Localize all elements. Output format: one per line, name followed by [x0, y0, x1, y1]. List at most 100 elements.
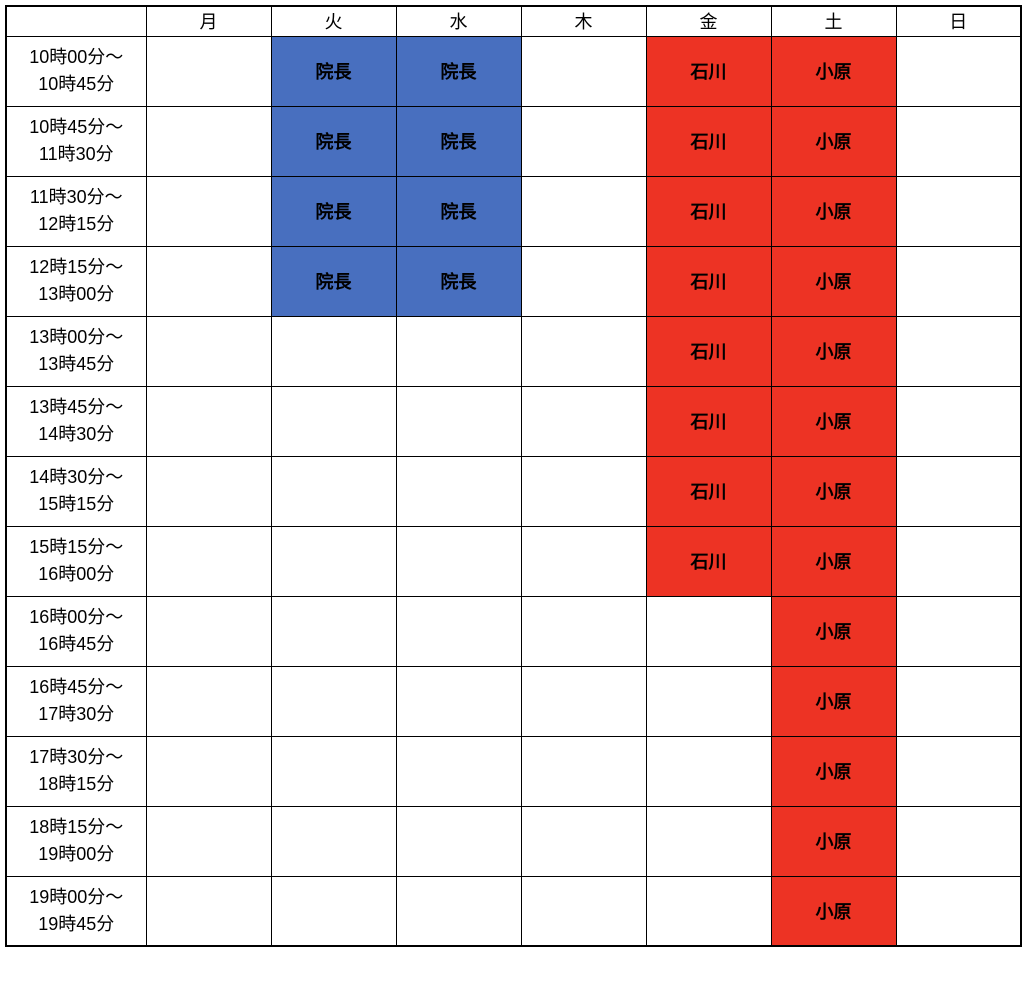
schedule-cell [396, 456, 521, 526]
table-row: 13時00分～13時45分 石川小原 [6, 316, 1021, 386]
schedule-cell: 小原 [771, 736, 896, 806]
schedule-cell: 院長 [271, 106, 396, 176]
table-body: 10時00分～10時45分院長院長石川小原10時45分～11時30分院長院長石川… [6, 36, 1021, 946]
schedule-cell [396, 386, 521, 456]
schedule-cell: 院長 [396, 246, 521, 316]
schedule-cell [521, 526, 646, 596]
time-slot-cell: 14時30分～15時15分 [6, 456, 146, 526]
schedule-cell: 院長 [396, 176, 521, 246]
table-row: 19時00分～19時45分 小原 [6, 876, 1021, 946]
schedule-cell [396, 736, 521, 806]
schedule-cell [521, 666, 646, 736]
table-row: 12時15分～13時00分院長院長石川小原 [6, 246, 1021, 316]
schedule-cell: 院長 [396, 36, 521, 106]
schedule-cell: 小原 [771, 316, 896, 386]
schedule-cell: 小原 [771, 806, 896, 876]
table-row: 16時00分～16時45分 小原 [6, 596, 1021, 666]
schedule-cell [896, 736, 1021, 806]
schedule-cell [271, 666, 396, 736]
table-row: 17時30分～18時15分小原 [6, 736, 1021, 806]
schedule-cell [146, 666, 271, 736]
schedule-cell: 小原 [771, 386, 896, 456]
schedule-cell [896, 596, 1021, 666]
schedule-cell [521, 876, 646, 946]
time-slot-cell: 10時45分～11時30分 [6, 106, 146, 176]
schedule-cell [396, 666, 521, 736]
schedule-cell [146, 596, 271, 666]
schedule-cell [396, 316, 521, 386]
schedule-cell [896, 526, 1021, 596]
schedule-cell: 小原 [771, 456, 896, 526]
schedule-cell [396, 876, 521, 946]
time-slot-cell: 10時00分～10時45分 [6, 36, 146, 106]
schedule-cell [146, 316, 271, 386]
schedule-cell [896, 36, 1021, 106]
schedule-cell [896, 176, 1021, 246]
schedule-cell [646, 736, 771, 806]
header-day: 水 [396, 6, 521, 36]
schedule-cell [521, 176, 646, 246]
time-slot-cell: 16時00分～16時45分 [6, 596, 146, 666]
schedule-cell: 院長 [271, 176, 396, 246]
schedule-cell [271, 316, 396, 386]
schedule-cell [146, 246, 271, 316]
schedule-cell [521, 316, 646, 386]
schedule-cell: 小原 [771, 106, 896, 176]
time-slot-cell: 18時15分～19時00分 [6, 806, 146, 876]
header-day: 金 [646, 6, 771, 36]
schedule-cell [896, 456, 1021, 526]
schedule-cell [521, 246, 646, 316]
schedule-cell: 小原 [771, 596, 896, 666]
schedule-cell [271, 526, 396, 596]
schedule-cell [396, 526, 521, 596]
header-day: 土 [771, 6, 896, 36]
table-row: 16時45分～17時30分小原 [6, 666, 1021, 736]
schedule-cell [271, 386, 396, 456]
header-day: 木 [521, 6, 646, 36]
schedule-cell: 石川 [646, 386, 771, 456]
schedule-cell [146, 876, 271, 946]
schedule-cell [896, 246, 1021, 316]
schedule-cell: 院長 [271, 36, 396, 106]
schedule-cell: 石川 [646, 36, 771, 106]
table-row: 18時15分～19時00分 小原 [6, 806, 1021, 876]
time-slot-cell: 11時30分～12時15分 [6, 176, 146, 246]
time-slot-cell: 12時15分～13時00分 [6, 246, 146, 316]
schedule-cell [396, 806, 521, 876]
table-row: 11時30分～12時15分院長院長石川小原 [6, 176, 1021, 246]
schedule-cell [146, 176, 271, 246]
schedule-cell [646, 596, 771, 666]
schedule-cell: 院長 [396, 106, 521, 176]
schedule-cell [521, 456, 646, 526]
schedule-cell: 石川 [646, 176, 771, 246]
schedule-cell [146, 386, 271, 456]
schedule-cell: 石川 [646, 526, 771, 596]
schedule-cell [896, 806, 1021, 876]
schedule-cell [146, 106, 271, 176]
schedule-cell [146, 36, 271, 106]
schedule-cell [521, 806, 646, 876]
schedule-cell [271, 736, 396, 806]
header-day: 火 [271, 6, 396, 36]
schedule-cell: 小原 [771, 36, 896, 106]
table-row: 15時15分～16時00分石川小原 [6, 526, 1021, 596]
schedule-cell [646, 876, 771, 946]
schedule-cell: 石川 [646, 316, 771, 386]
schedule-cell: 石川 [646, 456, 771, 526]
table-row: 10時00分～10時45分 院長院長 石川小原 [6, 36, 1021, 106]
schedule-cell [896, 316, 1021, 386]
time-slot-cell: 19時00分～19時45分 [6, 876, 146, 946]
schedule-cell [521, 106, 646, 176]
schedule-cell [146, 456, 271, 526]
schedule-cell [521, 36, 646, 106]
schedule-cell [271, 876, 396, 946]
table-row: 13時45分～14時30分 石川小原 [6, 386, 1021, 456]
time-slot-cell: 13時45分～14時30分 [6, 386, 146, 456]
schedule-cell [146, 736, 271, 806]
schedule-cell: 小原 [771, 876, 896, 946]
time-slot-cell: 13時00分～13時45分 [6, 316, 146, 386]
schedule-cell [146, 526, 271, 596]
schedule-cell [521, 386, 646, 456]
schedule-cell: 石川 [646, 106, 771, 176]
header-day: 日 [896, 6, 1021, 36]
